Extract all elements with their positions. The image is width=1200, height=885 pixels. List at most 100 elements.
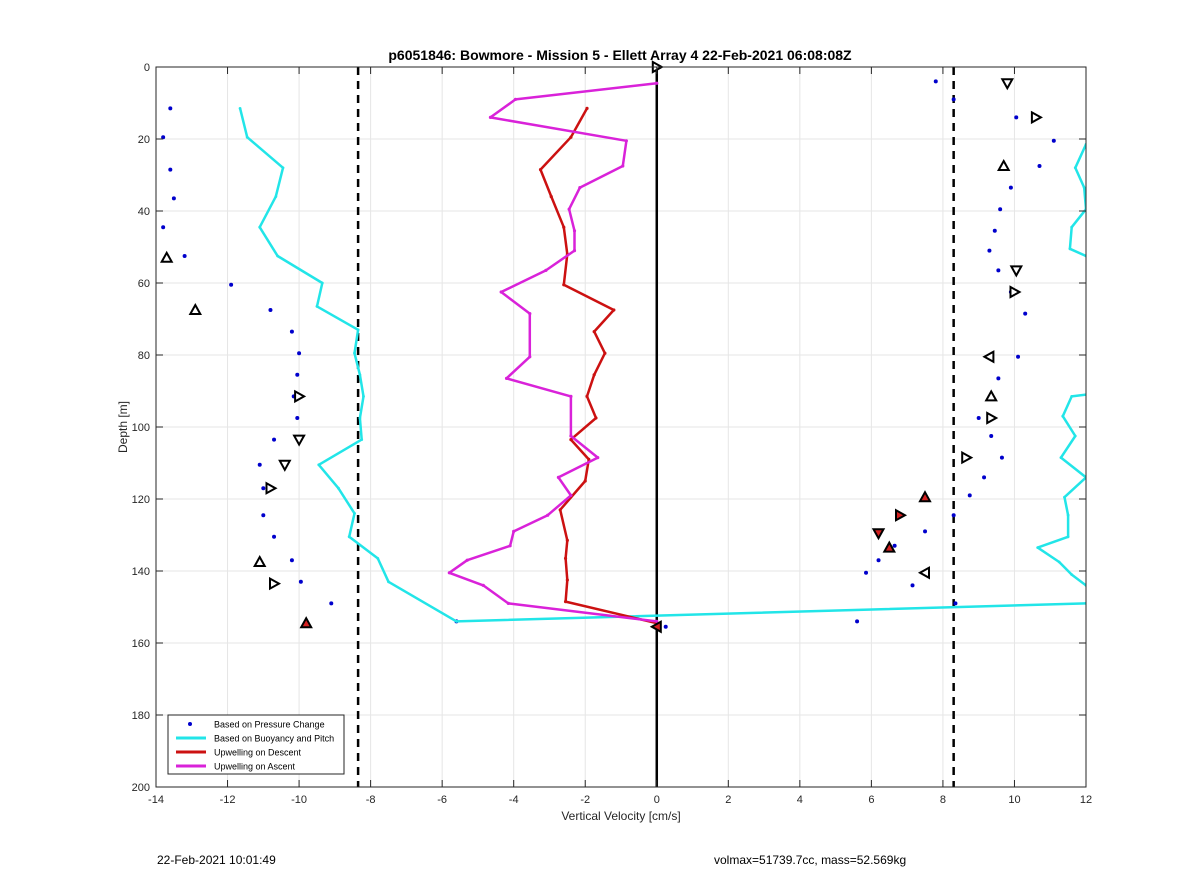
buoyancy-pitch-point	[337, 486, 340, 490]
pressure-change-point	[295, 372, 300, 377]
series-upwelling-on-ascent	[447, 81, 659, 624]
x-tick-label: 6	[868, 794, 874, 806]
pressure-change-point	[855, 619, 860, 624]
upwelling-point	[572, 249, 577, 253]
triangle-marker	[871, 528, 886, 541]
pressure-change-point	[892, 543, 897, 548]
buoyancy-pitch-point	[1066, 535, 1070, 539]
y-tick-label: 200	[132, 782, 150, 794]
upwelling-point	[621, 164, 625, 168]
upwelling-point	[508, 544, 512, 548]
grid	[155, 66, 1087, 788]
pressure-change-point	[989, 434, 994, 438]
buoyancy-pitch-point	[455, 620, 458, 623]
upwelling-point	[585, 394, 589, 398]
legend-label: Upwelling on Ascent	[214, 762, 296, 772]
legend-label: Upwelling on Descent	[214, 748, 302, 758]
triangle-marker	[278, 459, 292, 472]
buoyancy-pitch-point	[347, 535, 351, 539]
upwelling-point	[528, 355, 532, 359]
pressure-change-point	[951, 513, 956, 518]
upwelling-point	[592, 330, 596, 334]
buoyancy-pitch-point	[276, 254, 280, 258]
y-tick-label: 140	[132, 566, 150, 578]
reference-lines	[356, 67, 955, 787]
buoyancy-pitch-point	[238, 107, 242, 110]
series-based-on-pressure-change	[161, 79, 1056, 629]
buoyancy-pitch-point	[1068, 247, 1072, 251]
triangle-marker	[649, 620, 662, 634]
x-tick-label: 10	[1008, 794, 1020, 806]
buoyancy-pitch-point	[258, 225, 262, 229]
pressure-change-point	[1014, 115, 1019, 120]
buoyancy-pitch-point	[376, 557, 380, 560]
pressure-change-point	[951, 97, 956, 102]
x-tick-label: -8	[366, 794, 376, 806]
buoyancy-pitch-point	[353, 512, 356, 515]
pressure-change-point	[992, 228, 997, 233]
pressure-change-point	[229, 282, 234, 287]
upwelling-point	[603, 351, 607, 355]
buoyancy-pitch-point	[353, 351, 356, 355]
triangle-marker	[253, 554, 267, 567]
buoyancy-pitch-point	[1070, 395, 1074, 398]
buoyancy-pitch-point	[1082, 186, 1086, 190]
buoyancy-pitch-point	[281, 166, 285, 170]
upwelling-point	[513, 97, 518, 101]
pressure-change-point	[1016, 354, 1021, 359]
legend-item: Based on Pressure Change	[188, 720, 325, 730]
pressure-change-point	[1023, 311, 1028, 316]
upwelling-point	[594, 416, 598, 420]
buoyancy-pitch-point	[362, 395, 365, 398]
upwelling-point	[512, 529, 516, 534]
upwelling-point	[565, 578, 569, 582]
x-tick-label: 0	[654, 794, 660, 806]
upwelling-point	[569, 434, 573, 438]
triangle-marker	[984, 389, 998, 402]
pressure-change-point	[987, 248, 992, 253]
upwelling-point	[585, 106, 589, 110]
y-tick-label: 180	[132, 710, 150, 722]
pressure-change-point	[268, 308, 273, 312]
buoyancy-pitch-point	[356, 328, 360, 332]
upwelling-point	[565, 538, 569, 543]
pressure-change-point	[976, 416, 981, 420]
pressure-change-point	[996, 268, 1001, 273]
legend-item: Based on Buoyancy and Pitch	[176, 734, 334, 744]
x-tick-label: -4	[509, 794, 519, 806]
legend-item: Upwelling on Ascent	[176, 762, 296, 772]
upwelling-point	[569, 438, 573, 442]
upwelling-point	[569, 493, 573, 497]
x-axis-label: Vertical Velocity [cm/s]	[561, 809, 680, 823]
y-axis-label: Depth [m]	[116, 401, 130, 453]
x-tick-label: -14	[148, 794, 164, 806]
pressure-change-point	[182, 254, 187, 258]
pressure-change-point	[663, 624, 668, 629]
pressure-change-point	[864, 570, 869, 575]
upwelling-point	[578, 186, 582, 190]
pressure-change-point	[289, 329, 294, 334]
upwelling-point	[587, 457, 591, 461]
x-tick-label: -12	[220, 794, 236, 806]
buoyancy-pitch-point	[1070, 573, 1074, 576]
upwelling-line	[448, 81, 657, 623]
footer-summary: volmax=51739.7cc, mass=52.569kg	[714, 853, 907, 867]
pressure-change-point	[161, 225, 166, 230]
buoyancy-pitch-point	[315, 305, 319, 308]
triangle-marker	[895, 508, 908, 522]
upwelling-point	[596, 456, 600, 460]
pressure-change-point	[999, 455, 1004, 460]
pressure-change-point	[168, 106, 173, 111]
triangle-marker	[188, 302, 202, 315]
pressure-change-point	[910, 583, 915, 588]
x-tick-label: 2	[725, 794, 731, 806]
pressure-change-point	[876, 558, 881, 563]
triangle-marker	[265, 481, 278, 495]
upwelling-point	[506, 601, 510, 606]
upwelling-point	[538, 168, 543, 172]
pressure-change-point	[161, 135, 166, 140]
triangle-marker	[986, 411, 999, 425]
pressure-change-point	[168, 167, 173, 172]
series-layer	[161, 79, 1086, 629]
